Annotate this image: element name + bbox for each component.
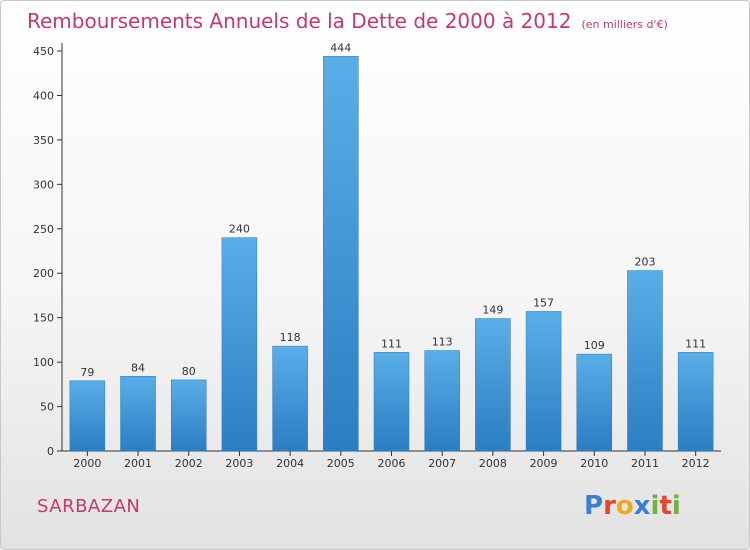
value-label-2001: 84 (131, 361, 145, 374)
bar-2010 (576, 353, 613, 452)
y-tick-label: 250 (33, 223, 54, 236)
bar-2004 (272, 345, 308, 452)
logo-letter: o (615, 491, 634, 521)
bar-2009 (525, 311, 562, 452)
logo-letter: i (650, 491, 660, 521)
bar-2011 (627, 270, 663, 452)
bar-2002 (170, 379, 207, 452)
y-tick-label: 50 (40, 401, 54, 414)
y-tick-label: 450 (33, 45, 54, 58)
bars (69, 56, 714, 452)
bar-2003 (221, 237, 258, 452)
x-tick-label: 2010 (580, 457, 608, 470)
x-tick-label: 2004 (276, 457, 304, 470)
commune-name: SARBAZAN (37, 496, 141, 517)
x-tick-label: 2001 (124, 457, 152, 470)
x-tick-label: 2005 (327, 457, 355, 470)
value-label-2010: 109 (584, 339, 605, 352)
value-label-2000: 79 (80, 366, 94, 379)
x-tick-label: 2003 (225, 457, 253, 470)
logo-letter: i (671, 491, 681, 521)
y-tick-label: 200 (33, 267, 54, 280)
x-tick-label: 2009 (530, 457, 558, 470)
bar-2007 (424, 350, 460, 452)
logo-letter: r (603, 491, 616, 521)
data-labels: 79 84 80 240 118 444 111 113 149 157 109 203 111 (80, 41, 706, 378)
y-tick-label: 400 (33, 89, 54, 102)
y-tick-label: 150 (33, 312, 54, 325)
logo-letter: x (633, 491, 651, 521)
value-label-2005: 444 (330, 41, 351, 54)
chart-title: Remboursements Annuels de la Dette de 20… (27, 9, 668, 33)
value-label-2004: 118 (280, 331, 301, 344)
bar-2012 (677, 352, 714, 452)
y-axis: 0 50 100 150 200 250 300 350 400 450 (33, 43, 63, 458)
value-label-2002: 80 (182, 365, 196, 378)
value-label-2007: 113 (432, 336, 453, 349)
x-tick-label: 2000 (73, 457, 101, 470)
x-tick-label: 2008 (479, 457, 507, 470)
y-tick-label: 100 (33, 356, 54, 369)
chart-unit: (en milliers d'€) (581, 18, 668, 31)
x-axis: 2000 2001 2002 2003 2004 2005 2006 2007 2008 2009… (62, 450, 721, 470)
logo-letter: P (584, 491, 604, 521)
y-tick-label: 300 (33, 178, 54, 191)
y-tick-label: 350 (33, 134, 54, 147)
x-tick-label: 2011 (631, 457, 659, 470)
x-tick-label: 2012 (682, 457, 710, 470)
value-label-2009: 157 (533, 296, 554, 309)
bar-2006 (373, 352, 410, 452)
value-label-2006: 111 (381, 337, 402, 350)
bar-2000 (69, 380, 106, 452)
bar-2005 (323, 56, 359, 452)
x-tick-label: 2002 (175, 457, 203, 470)
bar-2008 (475, 318, 511, 452)
proxiti-logo[interactable]: Proxiti (584, 491, 681, 521)
bar-2001 (120, 376, 156, 452)
value-label-2003: 240 (229, 223, 250, 236)
y-tick-label: 0 (47, 445, 54, 458)
x-tick-label: 2006 (378, 457, 406, 470)
value-label-2012: 111 (685, 337, 706, 350)
value-label-2008: 149 (482, 304, 503, 317)
chart-title-text: Remboursements Annuels de la Dette de 20… (27, 9, 572, 33)
x-tick-label: 2007 (428, 457, 456, 470)
logo-letter: t (659, 491, 672, 521)
value-label-2011: 203 (634, 256, 655, 269)
